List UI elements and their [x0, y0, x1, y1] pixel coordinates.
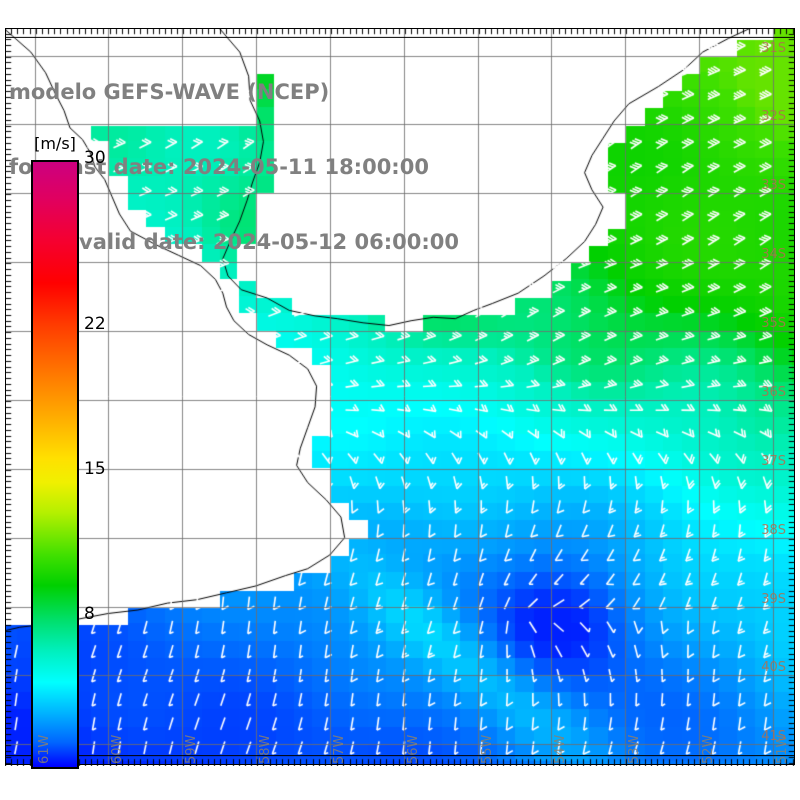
bottom-tick-ruler [5, 755, 795, 766]
colorbar-gradient [31, 160, 79, 769]
colorbar-unit-label: [m/s] [34, 134, 76, 153]
map-plot-area[interactable] [5, 28, 795, 765]
colorbar-tick-15: 15 [84, 459, 106, 480]
graticule-canvas [5, 28, 795, 765]
top-tick-ruler [5, 28, 795, 38]
right-tick-ruler [785, 28, 795, 765]
colorbar-tick-8: 8 [84, 604, 95, 625]
colorbar-tick-30: 30 [84, 148, 106, 168]
colorbar-tick-22: 22 [84, 313, 106, 334]
colorbar[interactable] [31, 160, 79, 769]
left-tick-ruler [5, 28, 15, 765]
